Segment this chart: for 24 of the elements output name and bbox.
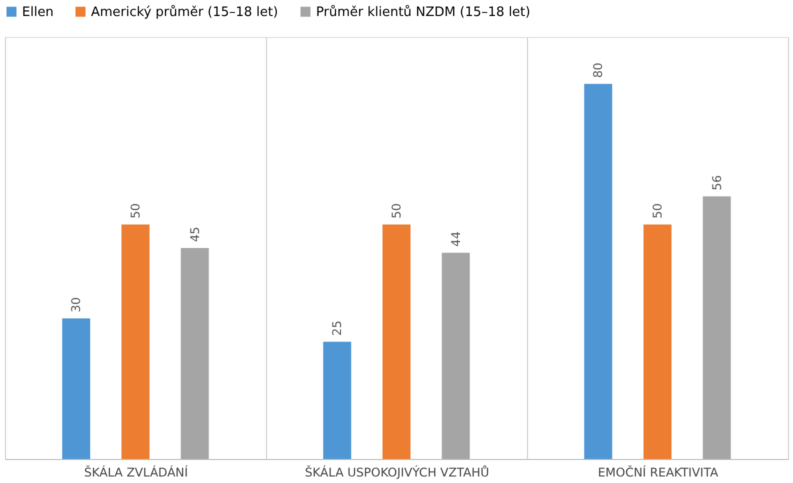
- data-label: 25: [330, 320, 344, 336]
- data-label: 30: [69, 297, 84, 312]
- data-label: 80: [591, 62, 606, 78]
- data-label: 50: [390, 203, 404, 219]
- data-label: 56: [710, 175, 724, 190]
- data-label: 50: [128, 203, 142, 219]
- bar: [442, 252, 470, 459]
- data-label: 45: [188, 226, 202, 242]
- bar: [180, 248, 209, 459]
- bar: [122, 224, 150, 459]
- x-tick-label: ŠKÁLA USPOKOJIVÝCH VZTAHŮ: [304, 464, 490, 480]
- bar: [644, 224, 672, 459]
- bar: [323, 342, 352, 459]
- data-label: 50: [650, 203, 664, 219]
- bar: [382, 224, 410, 459]
- data-label: 44: [448, 231, 463, 247]
- legend-label: Ellen: [22, 4, 54, 20]
- x-tick-label: ŠKÁLA ZVLÁDÁNÍ: [84, 464, 188, 480]
- bar: [584, 84, 612, 459]
- x-tick-label: EMOČNÍ REAKTIVITA: [598, 464, 719, 480]
- bar: [702, 196, 731, 459]
- legend-label: Průměr klientů NZDM (15–18 let): [316, 4, 530, 20]
- bar: [62, 318, 90, 459]
- legend-label: Americký průměr (15–18 let): [91, 4, 278, 20]
